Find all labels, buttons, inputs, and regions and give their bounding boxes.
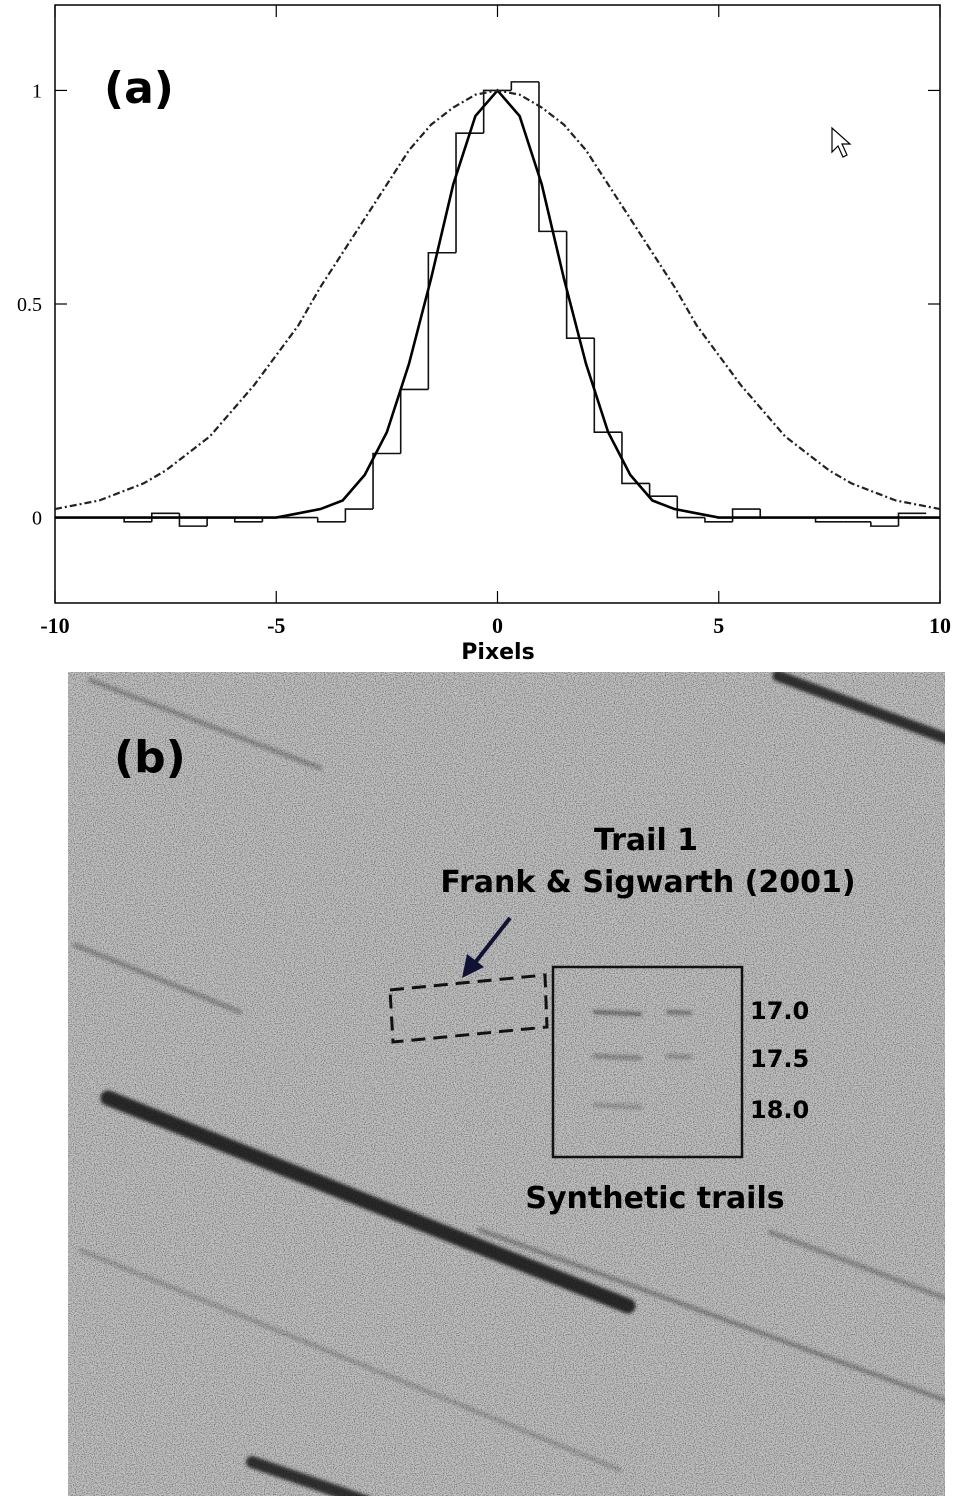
panel-label: (a) (104, 63, 174, 114)
panel-label-b: (b) (114, 732, 186, 783)
x-tick-label: -5 (267, 613, 285, 638)
histogram-step (316, 517, 346, 523)
y-tick-label: 0.5 (17, 294, 42, 316)
histogram-step (233, 517, 263, 523)
x-tick-label: 0 (492, 613, 503, 638)
magnitude-label: 17.5 (750, 1045, 809, 1073)
histogram-step (178, 513, 208, 527)
histogram-step (565, 231, 595, 339)
x-tick-label: 10 (929, 613, 951, 638)
histogram-step (510, 81, 539, 91)
x-tick-label: -10 (40, 613, 69, 638)
y-tick-label: 1 (32, 80, 42, 102)
histogram-step (870, 521, 899, 527)
histogram-step (621, 432, 650, 485)
histogram-step (814, 517, 844, 523)
histogram-step (399, 388, 429, 454)
histogram-step (482, 89, 512, 134)
trail-title: Trail 1 (594, 823, 698, 858)
trail-source: Frank & Sigwarth (2001) (440, 865, 855, 900)
histogram-step (427, 251, 457, 390)
arrow-shaft (472, 916, 512, 966)
histogram-step (704, 517, 733, 523)
synthetic-label: Synthetic trails (525, 1181, 784, 1216)
histogram-step (150, 512, 180, 522)
image-b: (b) Trail 1 Frank & Sigwarth (2001) 17.0… (68, 672, 945, 1496)
histogram-step (731, 508, 761, 522)
histogram-step (648, 483, 678, 498)
y-tick-label: 0 (32, 508, 42, 530)
cursor-icon (831, 126, 852, 158)
magnitude-label: 17.0 (750, 997, 809, 1025)
synthetic-box (551, 965, 744, 1159)
histogram-step (676, 496, 705, 519)
magnitude-label: 18.0 (750, 1096, 809, 1124)
plot-a: (a) Pixels -10 -5 0 5 10 0 0.5 1 (17, 4, 951, 665)
histogram-step (455, 132, 484, 253)
arrow-head (462, 954, 484, 978)
x-tick-label: 5 (713, 613, 724, 638)
x-axis-label: Pixels (461, 640, 534, 665)
trail-box (388, 973, 549, 1044)
image-noise (68, 672, 945, 1496)
histogram-step (372, 452, 401, 510)
histogram-step (344, 508, 374, 522)
histogram-step (897, 512, 927, 527)
histogram-step (593, 338, 622, 433)
histogram-step (123, 517, 152, 523)
plot-frame (54, 4, 941, 604)
curve (54, 89, 941, 511)
histogram-step (538, 81, 567, 233)
